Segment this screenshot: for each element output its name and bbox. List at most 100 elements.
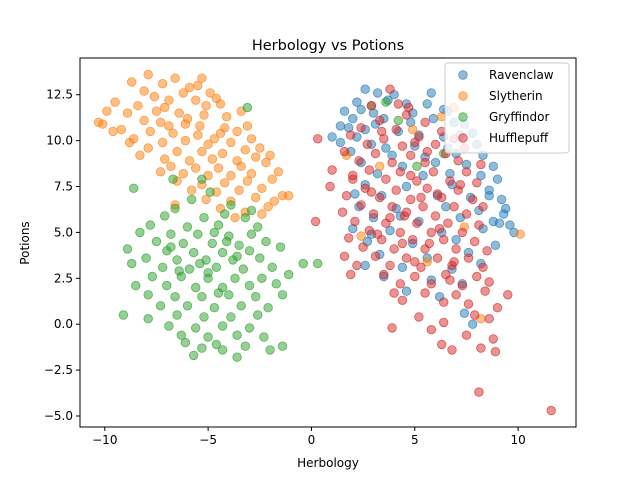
legend-label-gryffindor: Gryffindor — [489, 110, 550, 124]
point-slytherin-31 — [193, 130, 203, 140]
point-hufflepuff-32 — [381, 174, 391, 184]
point-gryffindor-13 — [182, 222, 193, 232]
point-hufflepuff-28 — [395, 167, 406, 177]
point-hufflepuff-88 — [410, 271, 420, 282]
x-axis-label: Herbology — [297, 456, 359, 470]
point-hufflepuff-104 — [414, 312, 424, 322]
point-slytherin-41 — [143, 143, 153, 153]
y-tick-label: 0.0 — [54, 317, 73, 331]
point-gryffindor-90 — [313, 258, 323, 269]
point-hufflepuff-77 — [370, 251, 381, 261]
point-hufflepuff-41 — [341, 190, 352, 201]
point-hufflepuff-129 — [434, 223, 445, 234]
point-hufflepuff-69 — [439, 234, 449, 245]
point-hufflepuff-110 — [461, 330, 472, 340]
point-hufflepuff-49 — [449, 201, 459, 212]
point-gryffindor-61 — [277, 290, 288, 300]
y-axis: −5.0 −2.5 0.0 2.5 5.0 7.5 10.0 12.5 — [44, 88, 80, 423]
point-gryffindor-8 — [219, 209, 230, 219]
point-gryffindor-51 — [162, 280, 172, 291]
point-hufflepuff-60 — [443, 218, 453, 228]
point-slytherin-25 — [195, 121, 205, 131]
point-hufflepuff-76 — [339, 251, 350, 261]
point-gryffindor-0 — [242, 102, 253, 113]
point-hufflepuff-42 — [375, 192, 385, 203]
point-hufflepuff-118 — [403, 102, 414, 113]
point-slytherin-3 — [126, 77, 137, 87]
point-gryffindor-99 — [213, 288, 224, 298]
point-gryffindor-65 — [236, 301, 246, 311]
point-ravenclaw-39 — [418, 170, 428, 181]
point-hufflepuff-107 — [484, 314, 494, 324]
point-gryffindor-31 — [275, 242, 286, 252]
point-slytherin-55 — [213, 163, 224, 173]
point-ravenclaw-85 — [350, 189, 360, 199]
point-hufflepuff-66 — [344, 233, 354, 243]
point-ravenclaw-49 — [496, 194, 507, 205]
point-hufflepuff-4 — [420, 117, 430, 128]
point-slytherin-84 — [151, 106, 162, 116]
point-hufflepuff-29 — [428, 167, 439, 177]
point-hufflepuff-134 — [410, 257, 420, 267]
point-slytherin-92 — [193, 80, 203, 91]
point-gryffindor-58 — [197, 292, 207, 302]
point-ravenclaw-13 — [428, 113, 439, 124]
point-gryffindor-32 — [141, 253, 151, 263]
point-slytherin-22 — [139, 115, 149, 126]
point-hufflepuff-132 — [366, 187, 377, 197]
point-gryffindor-71 — [226, 312, 236, 322]
point-ravenclaw-52 — [441, 201, 451, 212]
point-hufflepuff-127 — [406, 170, 416, 181]
point-slytherin-89 — [265, 150, 275, 161]
x-tick-label: 10 — [510, 433, 525, 447]
point-gryffindor-94 — [203, 268, 213, 278]
point-gryffindor-49 — [284, 269, 294, 280]
point-slytherin-11 — [190, 95, 201, 105]
point-slytherin-81 — [230, 212, 240, 223]
point-gryffindor-101 — [381, 97, 391, 107]
point-slytherin-47 — [135, 150, 145, 161]
point-slytherin-48 — [159, 154, 170, 164]
point-hufflepuff-137 — [393, 99, 404, 109]
point-gryffindor-56 — [143, 290, 153, 300]
point-slytherin-8 — [178, 88, 189, 98]
point-ravenclaw-71 — [360, 260, 370, 271]
point-slytherin-14 — [159, 102, 170, 113]
point-slytherin-19 — [174, 108, 184, 118]
point-gryffindor-95 — [232, 251, 242, 261]
point-gryffindor-4 — [205, 187, 215, 197]
point-slytherin-13 — [133, 100, 143, 111]
point-gryffindor-70 — [199, 312, 209, 322]
point-slytherin-98 — [422, 257, 432, 267]
point-ravenclaw-37 — [488, 161, 499, 172]
point-gryffindor-93 — [174, 266, 184, 276]
point-slytherin-67 — [242, 176, 253, 186]
point-hufflepuff-13 — [362, 139, 373, 150]
point-hufflepuff-91 — [395, 279, 406, 289]
point-gryffindor-74 — [190, 323, 201, 333]
point-hufflepuff-119 — [377, 126, 387, 137]
point-hufflepuff-86 — [346, 269, 356, 280]
point-slytherin-36 — [157, 137, 168, 148]
point-hufflepuff-30 — [461, 167, 472, 177]
point-hufflepuff-6 — [391, 124, 401, 135]
y-tick-label: 12.5 — [46, 88, 73, 102]
point-gryffindor-3 — [168, 174, 178, 184]
point-gryffindor-55 — [271, 279, 282, 289]
point-gryffindor-2 — [128, 183, 139, 194]
plot-frame — [79, 57, 577, 428]
point-ravenclaw-0 — [360, 84, 370, 94]
point-ravenclaw-20 — [327, 132, 337, 142]
point-slytherin-93 — [211, 93, 222, 104]
point-hufflepuff-43 — [406, 194, 416, 205]
point-gryffindor-39 — [184, 264, 195, 274]
point-hufflepuff-36 — [325, 181, 335, 192]
point-slytherin-86 — [242, 121, 253, 131]
point-gryffindor-26 — [122, 244, 133, 254]
point-hufflepuff-98 — [480, 286, 490, 296]
point-gryffindor-11 — [240, 212, 251, 223]
point-slytherin-63 — [273, 167, 284, 177]
point-hufflepuff-103 — [492, 303, 503, 313]
point-slytherin-39 — [226, 137, 236, 148]
point-slytherin-42 — [172, 146, 182, 157]
